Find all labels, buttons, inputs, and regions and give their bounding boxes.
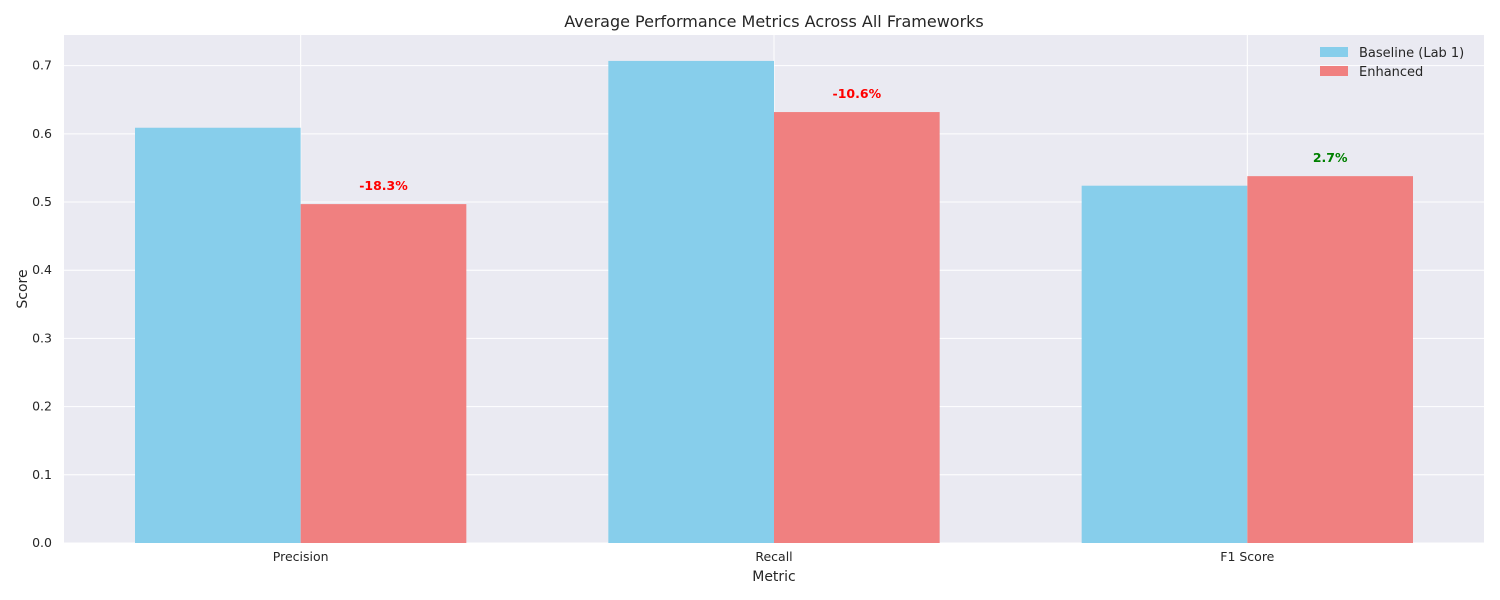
x-tick-label: F1 Score	[1220, 549, 1274, 564]
x-tick-label: Precision	[273, 549, 329, 564]
y-tick-label: 0.4	[32, 262, 52, 277]
bar-baseline-lab-1	[1081, 185, 1248, 543]
y-tick-label: 0.0	[32, 535, 52, 550]
percent-change-label: 2.7%	[1313, 150, 1348, 165]
bar-enhanced	[1247, 176, 1413, 543]
legend-swatch	[1320, 66, 1348, 76]
y-tick-label: 0.3	[32, 330, 52, 345]
percent-change-label: -10.6%	[833, 86, 882, 101]
bar-baseline-lab-1	[608, 60, 774, 543]
axes-layer: 0.0 0.1 0.2 0.3 0.4 0.5 0.6 0.7 Precision Recall F…	[32, 58, 1275, 564]
bar-enhanced	[774, 112, 940, 544]
legend-swatch	[1320, 47, 1348, 57]
annotations-layer: -18.3% -10.6% 2.7%	[359, 86, 1348, 193]
legend: Baseline (Lab 1) Enhanced	[1320, 46, 1464, 80]
x-tick-label: Recall	[755, 549, 792, 564]
bars-layer	[135, 60, 1413, 544]
y-tick-label: 0.7	[32, 58, 52, 73]
legend-label: Enhanced	[1359, 65, 1423, 80]
y-tick-label: 0.5	[32, 194, 52, 209]
y-tick-label: 0.2	[32, 399, 52, 414]
chart-title: Average Performance Metrics Across All F…	[564, 12, 984, 31]
legend-label: Baseline (Lab 1)	[1359, 46, 1464, 61]
percent-change-label: -18.3%	[359, 178, 408, 193]
y-tick-label: 0.6	[32, 126, 52, 141]
x-axis-label: Metric	[752, 569, 796, 585]
y-axis-label: Score	[15, 269, 31, 308]
y-tick-label: 0.1	[32, 467, 52, 482]
bar-enhanced	[300, 204, 467, 544]
bar-baseline-lab-1	[135, 127, 301, 544]
